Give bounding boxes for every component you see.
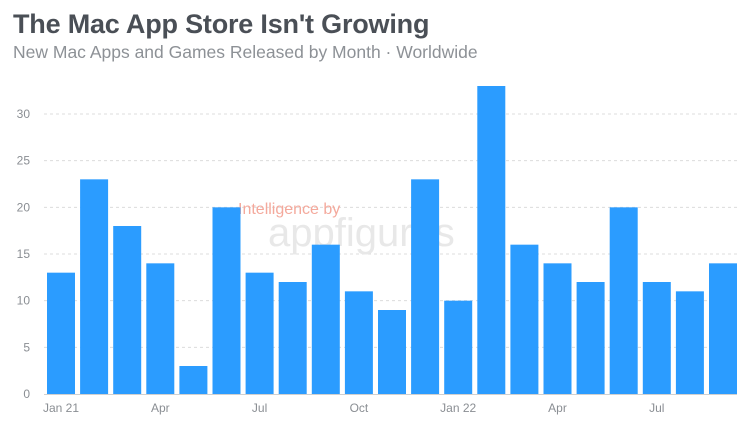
- bar-jan-21[interactable]: Jan 21: 13: [47, 272, 75, 394]
- x-tick-label: Oct: [350, 401, 369, 415]
- y-tick-label: 20: [17, 200, 31, 214]
- bar-apr-21[interactable]: Apr 21: 14: [146, 263, 175, 394]
- bar-aug-21[interactable]: Aug 21: 12: [278, 282, 307, 394]
- bar-jul-21[interactable]: Jul 21: 13: [245, 272, 274, 394]
- bar-feb-21[interactable]: Feb 21: 23: [80, 179, 109, 394]
- x-tick-label: Jan 22: [440, 401, 476, 415]
- bar-dec-21[interactable]: Dec 21: 23: [411, 179, 440, 394]
- bar-jan-22[interactable]: Jan 22: 10: [444, 300, 473, 394]
- bar-nov-21[interactable]: Nov 21: 9: [378, 310, 406, 394]
- bar-jun-21[interactable]: Jun 21: 20: [212, 207, 241, 394]
- bar-sep-21[interactable]: Sep 21: 16: [311, 244, 340, 394]
- watermark-intelligence-by: Intelligence by: [238, 201, 340, 218]
- bar-mar-21[interactable]: Mar 21: 18: [113, 226, 142, 394]
- y-tick-label: 10: [17, 294, 31, 308]
- x-tick-label: Jul: [649, 401, 664, 415]
- x-tick-label: Jul: [252, 401, 267, 415]
- x-tick-label: Apr: [548, 401, 567, 415]
- bar-sep-22[interactable]: Sep 22: 14: [709, 263, 737, 394]
- x-tick-label: Jan 21: [43, 401, 79, 415]
- chart-subtitle: New Mac Apps and Games Released by Month…: [13, 42, 478, 62]
- bar-may-22[interactable]: May 22: 12: [576, 282, 605, 394]
- bar-oct-21[interactable]: Oct 21: 11: [344, 291, 373, 394]
- y-tick-label: 5: [23, 340, 30, 354]
- bar-aug-22[interactable]: Aug 22: 11: [675, 291, 704, 394]
- y-tick-label: 30: [17, 107, 31, 121]
- bar-feb-22[interactable]: Feb 22: 33: [477, 86, 506, 394]
- bar-jun-22[interactable]: Jun 22: 20: [609, 207, 638, 394]
- chart-title: The Mac App Store Isn't Growing: [13, 9, 430, 39]
- bar-may-21[interactable]: May 21: 3: [179, 366, 208, 394]
- x-tick-label: Apr: [151, 401, 170, 415]
- bar-apr-22[interactable]: Apr 22: 14: [543, 263, 572, 394]
- bar-jul-22[interactable]: Jul 22: 12: [642, 282, 671, 394]
- y-tick-label: 15: [17, 247, 31, 261]
- bar-mar-22[interactable]: Mar 22: 16: [510, 244, 539, 394]
- y-tick-label: 25: [17, 154, 31, 168]
- y-tick-label: 0: [23, 387, 30, 401]
